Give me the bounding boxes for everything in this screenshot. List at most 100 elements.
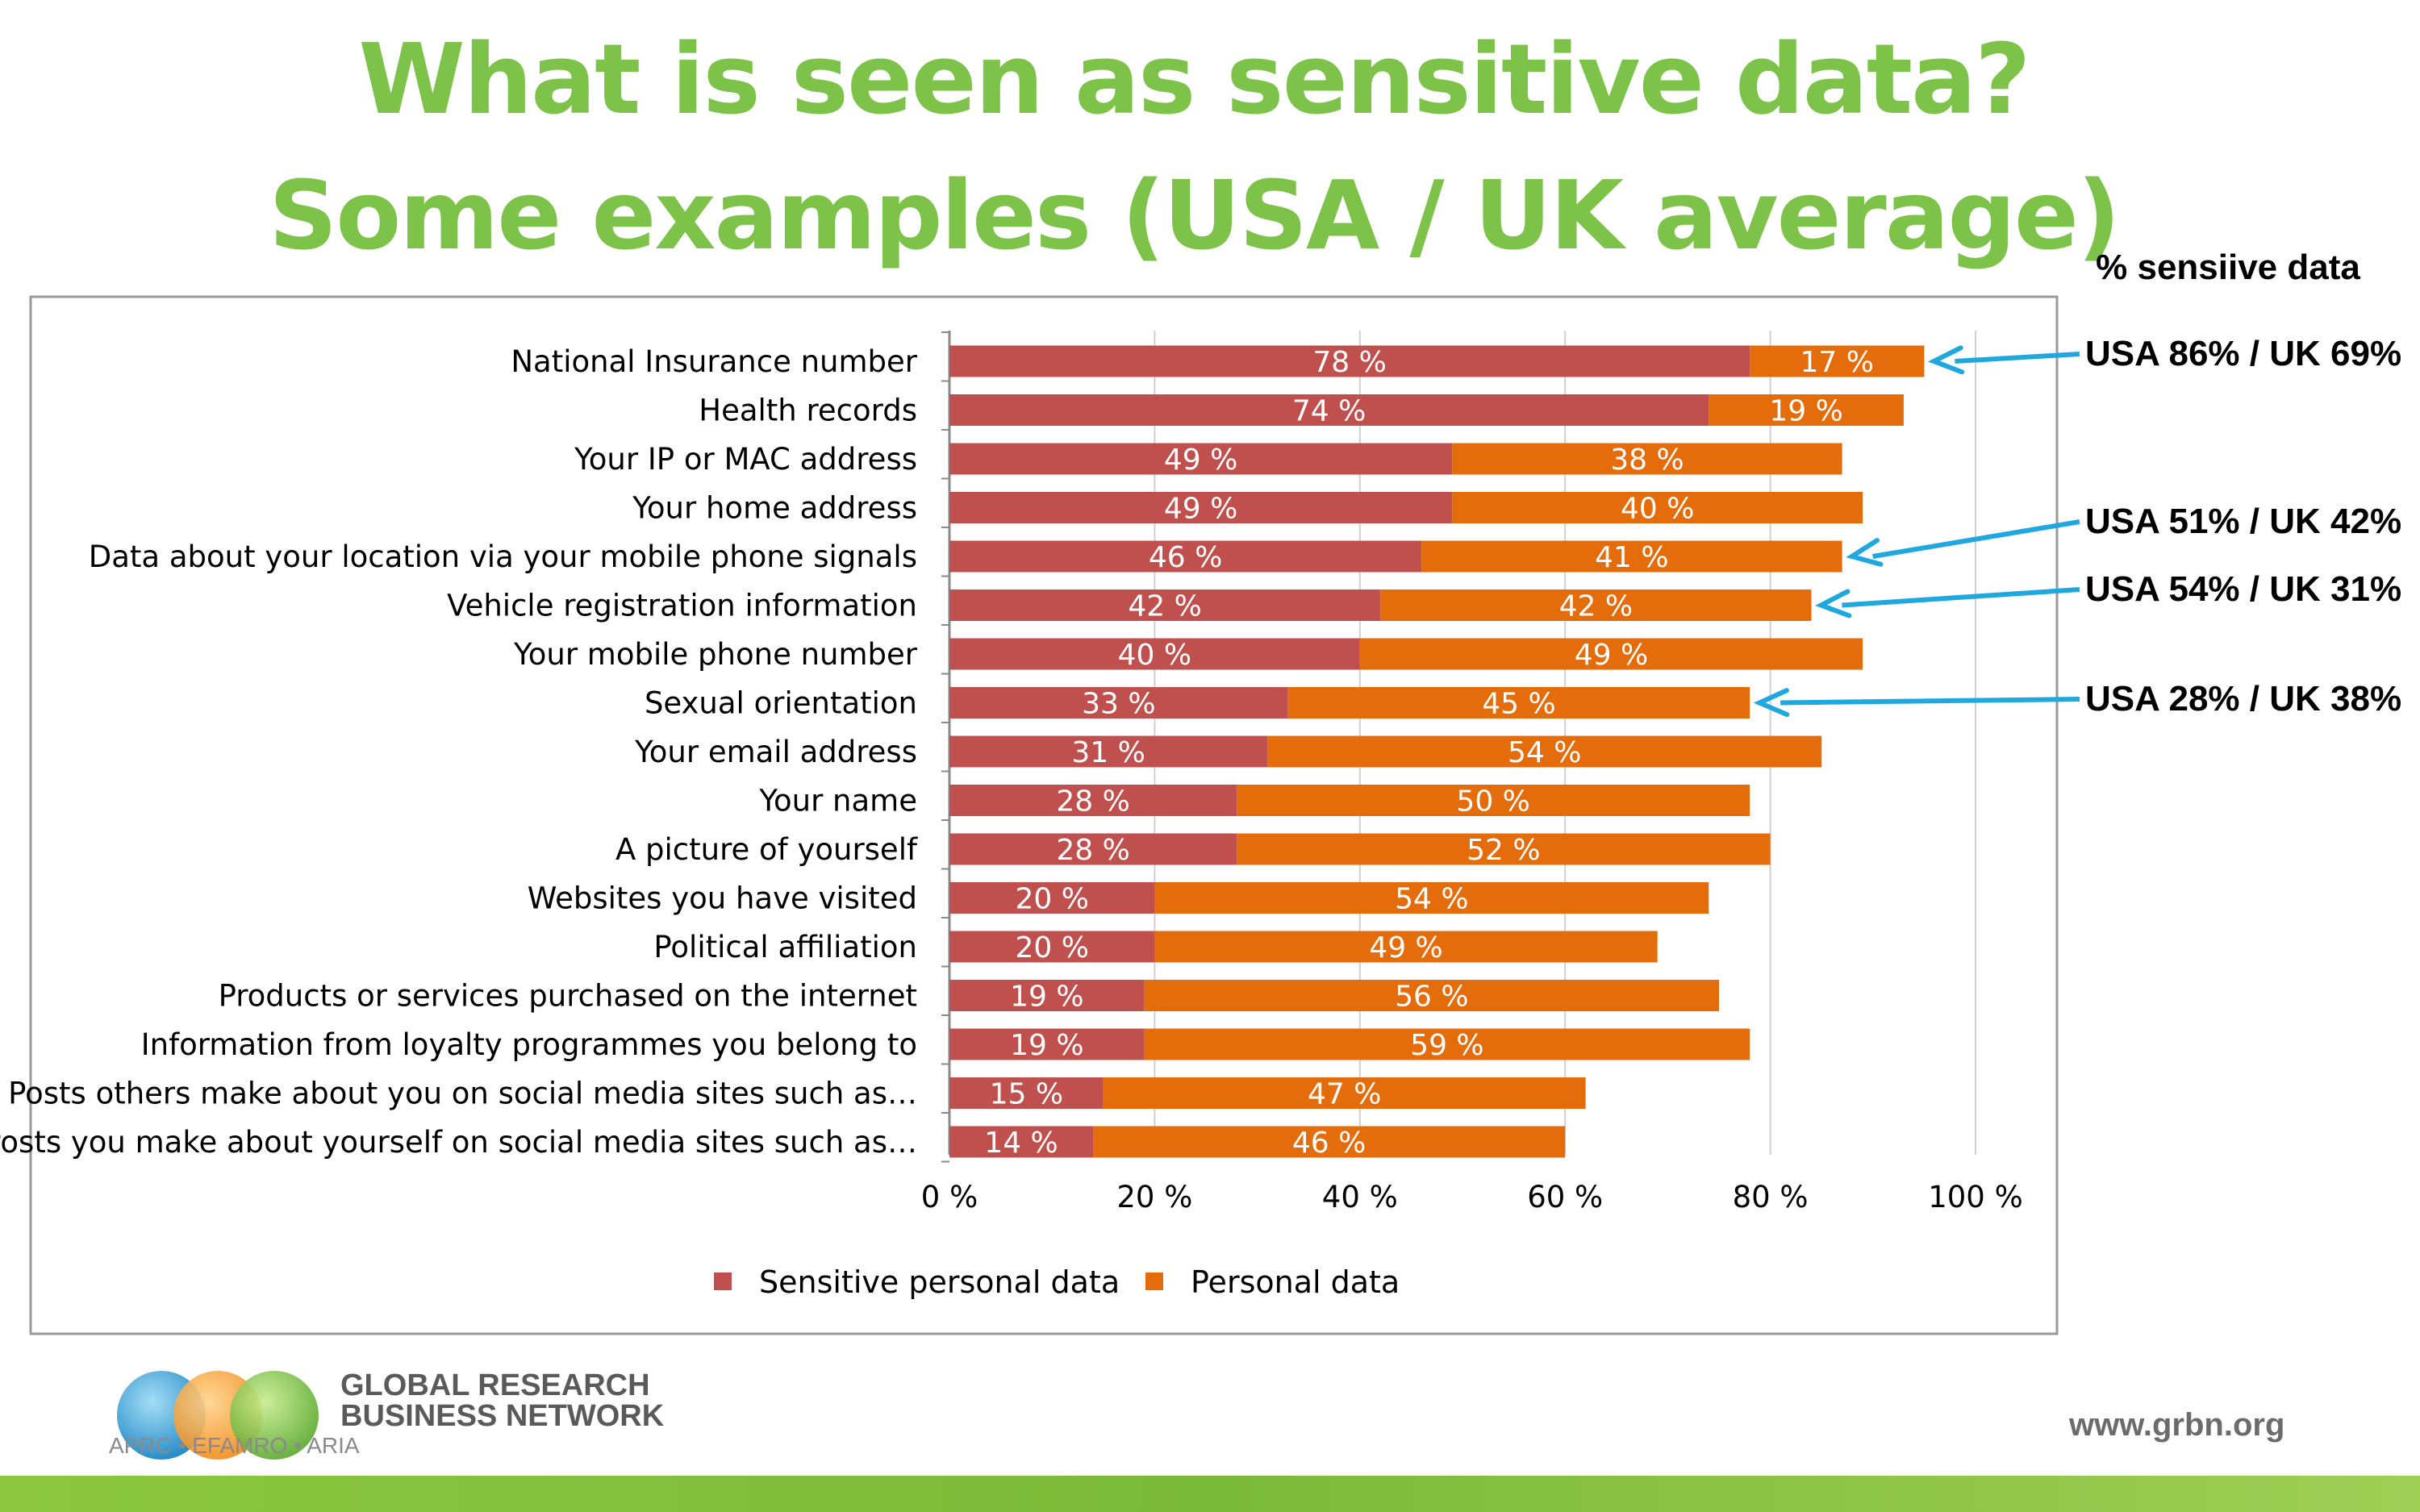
bars: 78 % 17 % 74 % 19 % 49 % 38 % 49 % 40 % 46 % 41 %…: [949, 345, 1925, 1160]
category-label: Your name: [758, 784, 917, 818]
data-label: 59 %: [1410, 1029, 1483, 1062]
annotation-arrow: [1842, 587, 2080, 608]
x-tick-label: 20 %: [1116, 1180, 1192, 1214]
category-labels: National Insurance number Health records Y…: [0, 344, 918, 1160]
bar-sensitive: [949, 833, 1237, 865]
category-label: Your email address: [634, 735, 917, 769]
annotation-text: USA 54% / UK 31%: [2085, 569, 2401, 609]
bar-personal: [1750, 345, 1925, 377]
bar-sensitive: [949, 785, 1237, 816]
data-label: 19 %: [1010, 1029, 1083, 1062]
x-tick-label: 0 %: [921, 1180, 978, 1214]
bar-personal: [1237, 785, 1750, 816]
legend-label: Sensitive personal data: [759, 1264, 1120, 1300]
data-label: 54 %: [1508, 736, 1581, 769]
data-label: 45 %: [1482, 688, 1555, 721]
data-label: 52 %: [1467, 834, 1540, 867]
bar-sensitive: [949, 1126, 1094, 1158]
category-label: Vehicle registration information: [447, 589, 917, 623]
category-label: Websites you have visited: [528, 881, 917, 916]
legend: Sensitive personal data Personal data: [714, 1264, 1400, 1300]
bar-sensitive: [949, 931, 1155, 963]
category-label: Information from loyalty programmes you …: [141, 1027, 917, 1062]
category-label: Health records: [699, 394, 917, 428]
data-label: 78 %: [1312, 346, 1386, 379]
grbn-logo: GLOBAL RESEARCH BUSINESS NETWORK APRC • …: [109, 1367, 664, 1464]
data-label: 41 %: [1595, 541, 1668, 574]
category-label: A picture of yourself: [615, 832, 918, 867]
category-label: Posts others make about you on social me…: [8, 1077, 917, 1111]
data-label: 47 %: [1308, 1078, 1381, 1111]
category-label: Your mobile phone number: [513, 637, 918, 672]
bar-sensitive: [949, 492, 1453, 523]
website-url: www.grbn.org: [2069, 1407, 2285, 1443]
data-label: 49 %: [1369, 931, 1442, 964]
data-label: 19 %: [1769, 395, 1842, 428]
logo-line-2: BUSINESS NETWORK: [340, 1399, 665, 1433]
annotation-arrow: [1955, 352, 2080, 364]
globe-icon: [117, 1371, 319, 1460]
bar-personal: [1359, 638, 1863, 670]
data-label: 40 %: [1621, 493, 1694, 526]
bar-sensitive: [949, 540, 1422, 573]
data-label: 74 %: [1292, 395, 1366, 428]
bar-sensitive: [949, 443, 1453, 475]
x-tick-label: 100 %: [1928, 1180, 2023, 1214]
data-label: 15 %: [990, 1078, 1063, 1111]
category-label: Sexual orientation: [645, 686, 917, 721]
data-label: 31 %: [1071, 736, 1145, 769]
legend-swatch: [714, 1272, 732, 1290]
category-label: Political affiliation: [653, 930, 917, 964]
bar-personal: [1452, 492, 1863, 523]
legend-label: Personal data: [1191, 1264, 1400, 1300]
category-label: National Insurance number: [511, 344, 917, 379]
data-label: 17 %: [1800, 346, 1874, 379]
bar-personal: [1452, 443, 1842, 475]
bar-personal: [1709, 394, 1904, 426]
bar-personal: [1154, 882, 1709, 914]
x-tick-label: 60 %: [1527, 1180, 1603, 1214]
data-label: 42 %: [1128, 590, 1201, 623]
annotations: % sensiive data USA 86% / UK 69% USA 51% …: [1753, 248, 2401, 719]
data-label: 28 %: [1056, 834, 1129, 867]
arrowhead: [1815, 589, 1852, 619]
bar-personal: [1287, 687, 1750, 719]
bar-sensitive: [949, 345, 1750, 377]
data-label: 49 %: [1164, 444, 1237, 477]
bar-sensitive: [949, 980, 1145, 1011]
logo-line-1: GLOBAL RESEARCH: [340, 1368, 650, 1402]
slide-subtitle: Some examples (USA / UK average): [269, 160, 2121, 271]
category-label: Data about your location via your mobile…: [89, 539, 917, 574]
bar-sensitive: [949, 589, 1381, 621]
bar-sensitive: [949, 882, 1155, 914]
legend-swatch: [1145, 1272, 1163, 1290]
bar-personal: [1144, 1028, 1750, 1060]
bar-personal: [1093, 1126, 1566, 1158]
slide-title: What is seen as sensitive data?: [358, 24, 2030, 136]
arrowhead: [1846, 538, 1884, 567]
bar-sensitive: [949, 638, 1360, 670]
category-label: Your IP or MAC address: [574, 442, 917, 477]
category-label: Products or services purchased on the in…: [219, 979, 917, 1014]
data-label: 28 %: [1056, 785, 1129, 818]
bar-personal: [1380, 589, 1812, 621]
arrowhead: [1927, 345, 1965, 375]
bottom-band: [0, 1476, 2420, 1512]
bar-personal: [1267, 735, 1822, 768]
bar-personal: [1237, 833, 1771, 865]
bar-sensitive: [949, 1028, 1145, 1060]
data-label: 56 %: [1395, 981, 1468, 1014]
annotation-arrow: [1780, 697, 2080, 706]
bar-personal: [1421, 540, 1842, 573]
data-label: 46 %: [1149, 541, 1222, 574]
data-label: 49 %: [1164, 493, 1237, 526]
data-label: 20 %: [1015, 883, 1088, 916]
data-label: 54 %: [1395, 883, 1468, 916]
annotation-text: USA 86% / UK 69%: [2085, 334, 2401, 373]
annotation-text: USA 28% / UK 38%: [2085, 679, 2401, 719]
bar-personal: [1103, 1077, 1586, 1109]
data-label: 50 %: [1456, 785, 1529, 818]
annotation-header: % sensiive data: [2096, 248, 2360, 287]
category-label: Your home address: [632, 491, 917, 526]
data-label: 19 %: [1010, 981, 1083, 1014]
